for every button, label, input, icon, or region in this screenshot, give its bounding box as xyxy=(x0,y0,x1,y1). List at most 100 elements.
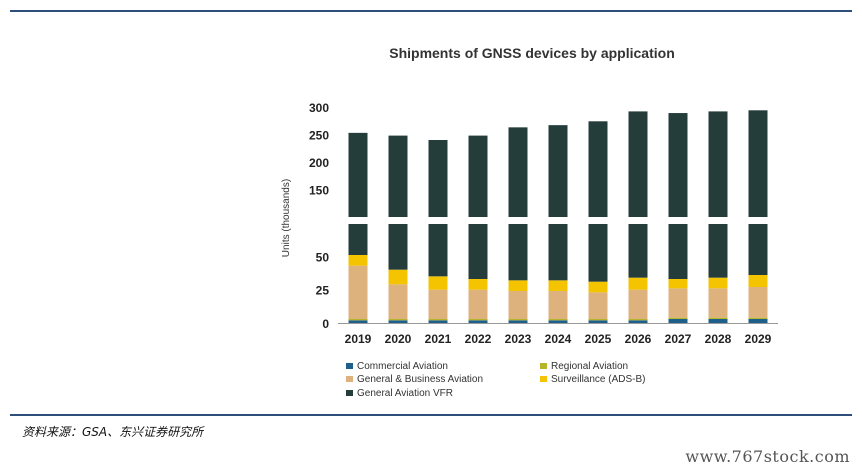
legend-group: Commercial Aviation Regional Aviation Gene… xyxy=(346,361,645,399)
bar-segment xyxy=(708,288,728,318)
y-tick-label: 200 xyxy=(309,156,329,170)
bar-segment xyxy=(348,224,368,255)
bar-segment xyxy=(588,320,608,323)
x-tick-label: 2027 xyxy=(665,332,692,346)
x-tick-label: 2022 xyxy=(465,332,492,346)
bar-segment xyxy=(748,275,768,287)
bar-segment xyxy=(428,289,448,319)
bar-segment xyxy=(548,320,568,323)
bar-segment xyxy=(428,224,448,277)
bar-segment xyxy=(548,224,568,281)
bar-segment xyxy=(428,140,448,217)
legend-label: General & Business Aviation xyxy=(357,374,483,385)
y-tick-label: 50 xyxy=(316,250,330,264)
bar-segment xyxy=(548,319,568,321)
y-tick-label: 25 xyxy=(316,284,330,298)
x-tick-label: 2029 xyxy=(745,332,772,346)
bar-segment xyxy=(588,281,608,293)
bar-segment xyxy=(668,319,688,323)
bar-segment xyxy=(748,319,768,323)
bar-segment xyxy=(668,224,688,279)
bar-segment xyxy=(668,288,688,318)
bar-segment xyxy=(468,224,488,279)
bar-segment xyxy=(708,224,728,278)
y-tick-label: 0 xyxy=(322,317,329,331)
y-axis-label: Units (thousands) xyxy=(281,179,292,257)
bar-segment xyxy=(668,113,688,217)
bar-segment xyxy=(468,279,488,290)
bar-segment xyxy=(668,317,688,319)
x-tick-label: 2026 xyxy=(625,332,652,346)
bottom-divider xyxy=(10,414,852,416)
bar-segment xyxy=(748,317,768,319)
bar-segment xyxy=(348,255,368,266)
bar-segment xyxy=(588,292,608,319)
legend-swatch xyxy=(346,363,353,369)
x-tick-label: 2025 xyxy=(585,332,612,346)
bar-segment xyxy=(628,320,648,323)
bar-segment xyxy=(468,320,488,323)
bar-segment xyxy=(428,319,448,321)
legend-swatch xyxy=(540,376,547,382)
top-divider xyxy=(10,10,852,12)
bar-segment xyxy=(548,291,568,319)
bar-segment xyxy=(508,127,528,217)
bar-segment xyxy=(428,276,448,290)
bar-segment xyxy=(708,277,728,289)
bar-segment xyxy=(708,319,728,323)
legend-label: General Aviation VFR xyxy=(357,388,453,399)
gnss-shipments-chart: Shipments of GNSS devices by application… xyxy=(281,45,778,399)
x-tick-label: 2023 xyxy=(505,332,532,346)
bar-segment xyxy=(628,319,648,321)
x-tick-label: 2028 xyxy=(705,332,732,346)
bar-segment xyxy=(588,319,608,321)
bar-segment xyxy=(508,291,528,319)
bar-segment xyxy=(388,269,408,285)
bar-segment xyxy=(508,280,528,291)
bar-segment xyxy=(468,289,488,319)
bar-segment xyxy=(708,317,728,319)
bar-segment xyxy=(708,111,728,217)
watermark: www.767stock.com xyxy=(685,447,850,466)
bar-segment xyxy=(388,224,408,270)
bar-segment xyxy=(548,125,568,217)
legend-label: Surveillance (ADS-B) xyxy=(551,374,645,385)
bar-segment xyxy=(588,224,608,282)
bar-segment xyxy=(508,224,528,281)
bar-segment xyxy=(468,319,488,321)
bar-segment xyxy=(628,224,648,278)
bar-segment xyxy=(748,110,768,217)
bar-segment xyxy=(508,320,528,323)
y-tick-label: 150 xyxy=(309,184,329,198)
x-tick-label: 2024 xyxy=(545,332,572,346)
bar-segment xyxy=(588,121,608,217)
bar-segment xyxy=(348,319,368,321)
bar-segment xyxy=(508,319,528,321)
bar-segment xyxy=(628,289,648,319)
chart-title: Shipments of GNSS devices by application xyxy=(389,45,675,61)
bar-segment xyxy=(468,135,488,217)
bar-segment xyxy=(668,279,688,289)
source-note: 资料来源：GSA、东兴证券研究所 xyxy=(22,425,204,439)
x-tick-label: 2020 xyxy=(385,332,412,346)
x-tick-label: 2021 xyxy=(425,332,452,346)
bar-segment xyxy=(548,280,568,291)
legend-label: Regional Aviation xyxy=(551,361,628,372)
bar-segment xyxy=(628,277,648,290)
bar-segment xyxy=(348,132,368,217)
legend-swatch xyxy=(346,390,353,396)
bar-segment xyxy=(428,320,448,323)
legend-swatch xyxy=(540,363,547,369)
bars-group xyxy=(348,110,768,323)
legend-swatch xyxy=(346,376,353,382)
axis-group: 0 25 50 150 200 250 300 2019 2020 2021 2022 2023 202… xyxy=(309,101,778,346)
x-tick-label: 2019 xyxy=(345,332,372,346)
bar-segment xyxy=(748,224,768,275)
bar-segment xyxy=(388,319,408,321)
bar-segment xyxy=(748,287,768,318)
bar-segment xyxy=(348,265,368,319)
legend-label: Commercial Aviation xyxy=(357,361,448,372)
bar-segment xyxy=(388,135,408,217)
bar-segment xyxy=(388,284,408,319)
y-tick-label: 250 xyxy=(309,129,329,143)
